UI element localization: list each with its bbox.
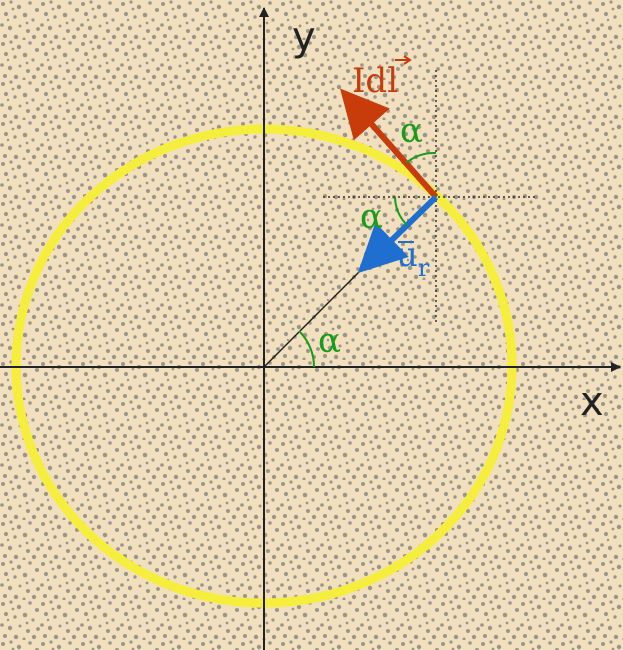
current-vector	[340, 88, 439, 199]
angle-arc	[298, 330, 316, 368]
current-label: Idl	[352, 61, 398, 101]
radius-line	[263, 270, 361, 368]
angle-label: α	[400, 111, 423, 151]
angle-arc	[405, 151, 437, 164]
angle-arc	[394, 196, 408, 226]
unit-subscript: r	[418, 254, 430, 282]
y-label: y	[292, 14, 316, 60]
angle-label: α	[318, 321, 341, 361]
vector-arrow-accent	[395, 55, 412, 65]
unit-label: ur	[396, 235, 430, 282]
x-label: x	[580, 379, 604, 425]
unit-base: u	[396, 235, 418, 275]
unit-vector	[357, 194, 439, 274]
angle-label: α	[360, 197, 383, 237]
